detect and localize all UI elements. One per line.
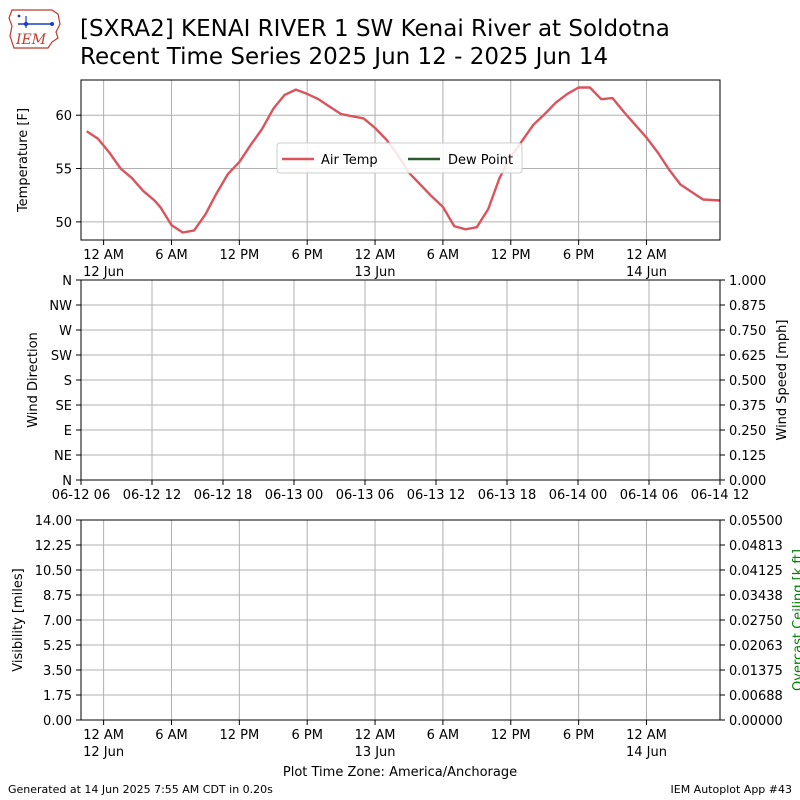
wind-dir-tick-label: NW xyxy=(49,299,72,314)
vis-xtick-label: 12 AM xyxy=(355,728,396,743)
ceiling-tick-label: 0.02063 xyxy=(729,639,783,654)
chart-title-line-1: [SXRA2] KENAI RIVER 1 SW Kenai River at … xyxy=(80,16,670,42)
temp-ytick-label: 60 xyxy=(55,109,72,124)
chart-title-line-2: Recent Time Series 2025 Jun 12 - 2025 Ju… xyxy=(80,44,609,70)
wind-speed-tick-label: 0.250 xyxy=(729,424,766,439)
wind-dir-tick-label: S xyxy=(64,374,72,389)
temp-xtick-sublabel: 13 Jun xyxy=(355,265,396,280)
ceiling-ylabel: Overcast Ceiling [k ft] xyxy=(791,549,800,691)
wind-speed-tick-label: 1.000 xyxy=(729,274,766,289)
visibility-tick-label: 8.75 xyxy=(43,589,72,604)
wind-xtick-label: 06-13 00 xyxy=(265,488,323,503)
ceiling-tick-label: 0.05500 xyxy=(729,514,783,529)
wind-xtick-label: 06-12 18 xyxy=(194,488,252,503)
temp-xtick-label: 6 PM xyxy=(563,248,594,263)
vis-xtick-sublabel: 14 Jun xyxy=(626,745,667,760)
wind-xtick-label: 06-12 12 xyxy=(123,488,181,503)
ceiling-tick-label: 0.00000 xyxy=(729,714,783,729)
logo-dot-3 xyxy=(17,14,21,18)
temp-ytick-label: 50 xyxy=(55,216,72,231)
wind-xtick-label: 06-14 12 xyxy=(691,488,749,503)
temp-xtick-label: 12 AM xyxy=(355,248,396,263)
visibility-tick-label: 10.50 xyxy=(35,564,72,579)
vis-xtick-sublabel: 12 Jun xyxy=(83,745,124,760)
wind-speed-tick-label: 0.625 xyxy=(729,349,766,364)
vis-xtick-label: 12 PM xyxy=(491,728,531,743)
temp-xtick-label: 12 PM xyxy=(491,248,531,263)
temp-xtick-label: 6 AM xyxy=(155,248,188,263)
legend-label-dew-point: Dew Point xyxy=(448,153,513,168)
wind-xtick-label: 06-14 00 xyxy=(549,488,607,503)
visibility-tick-label: 14.00 xyxy=(35,514,72,529)
wind-dir-tick-label: E xyxy=(64,424,72,439)
logo-dot-1 xyxy=(23,21,29,27)
vis-xtick-label: 12 PM xyxy=(219,728,259,743)
generated-footer: Generated at 14 Jun 2025 7:55 AM CDT in … xyxy=(8,783,273,796)
temp-panel-frame xyxy=(80,79,721,241)
visibility-tick-label: 0.00 xyxy=(43,714,72,729)
visibility-tick-label: 5.25 xyxy=(43,639,72,654)
ceiling-tick-label: 0.04125 xyxy=(729,564,783,579)
wind-speed-tick-label: 0.750 xyxy=(729,324,766,339)
wind-dir-tick-label: N xyxy=(62,274,72,289)
wind-panel-frame xyxy=(80,279,721,481)
temp-xtick-label: 6 AM xyxy=(427,248,460,263)
wind-dir-tick-label: SE xyxy=(56,399,72,414)
temp-xtick-sublabel: 12 Jun xyxy=(83,265,124,280)
wind-speed-tick-label: 0.875 xyxy=(729,299,766,314)
wind-xtick-label: 06-13 18 xyxy=(478,488,536,503)
ceiling-tick-label: 0.00688 xyxy=(729,689,783,704)
ceiling-tick-label: 0.04813 xyxy=(729,539,783,554)
visibility-tick-label: 3.50 xyxy=(43,664,72,679)
wind-speed-tick-label: 0.375 xyxy=(729,399,766,414)
wind-xtick-label: 06-13 12 xyxy=(407,488,465,503)
wind-xtick-label: 06-13 06 xyxy=(336,488,394,503)
vis-xtick-label: 6 AM xyxy=(427,728,460,743)
wind-speed-tick-label: 0.000 xyxy=(729,474,766,489)
wind-speed-ylabel: Wind Speed [mph] xyxy=(775,320,790,441)
wind-speed-tick-label: 0.500 xyxy=(729,374,766,389)
wind-xtick-label: 06-14 06 xyxy=(620,488,678,503)
ceiling-tick-label: 0.03438 xyxy=(729,589,783,604)
temp-xtick-label: 12 PM xyxy=(219,248,259,263)
logo-text: IEM xyxy=(15,32,47,48)
timezone-label: Plot Time Zone: America/Anchorage xyxy=(283,765,517,780)
iem-logo: IEM xyxy=(8,9,61,49)
vis-xtick-label: 6 AM xyxy=(155,728,188,743)
vis-panel-frame xyxy=(80,519,721,721)
wind-xtick-label: 06-12 06 xyxy=(52,488,110,503)
temp-legend-box xyxy=(276,142,523,174)
temp-ytick-label: 55 xyxy=(55,163,72,178)
vis-xtick-label: 6 PM xyxy=(563,728,594,743)
wind-dir-tick-label: SW xyxy=(51,349,72,364)
ceiling-tick-label: 0.01375 xyxy=(729,664,783,679)
wind-direction-ylabel: Wind Direction xyxy=(26,332,41,428)
visibility-ylabel: Visibility [miles] xyxy=(11,568,26,671)
wind-dir-tick-label: W xyxy=(59,324,72,339)
iowa-outline xyxy=(8,9,61,49)
vis-xtick-sublabel: 13 Jun xyxy=(355,745,396,760)
wind-speed-tick-label: 0.125 xyxy=(729,449,766,464)
temp-xtick-sublabel: 14 Jun xyxy=(626,265,667,280)
ceiling-tick-label: 0.02750 xyxy=(729,614,783,629)
temp-xtick-label: 12 AM xyxy=(83,248,124,263)
visibility-tick-label: 7.00 xyxy=(43,614,72,629)
vis-xtick-label: 6 PM xyxy=(291,728,322,743)
vis-xtick-label: 12 AM xyxy=(626,728,667,743)
visibility-tick-label: 12.25 xyxy=(35,539,72,554)
temp-ylabel: Temperature [F] xyxy=(16,108,31,213)
visibility-tick-label: 1.75 xyxy=(43,689,72,704)
wind-dir-tick-label: N xyxy=(62,474,72,489)
vis-xtick-label: 12 AM xyxy=(83,728,124,743)
wind-dir-tick-label: NE xyxy=(54,449,72,464)
temp-xtick-label: 12 AM xyxy=(626,248,667,263)
temp-xtick-label: 6 PM xyxy=(291,248,322,263)
logo-dot-2 xyxy=(50,22,54,26)
app-footer: IEM Autoplot App #43 xyxy=(670,783,793,796)
legend-label-air-temp: Air Temp xyxy=(321,153,378,168)
